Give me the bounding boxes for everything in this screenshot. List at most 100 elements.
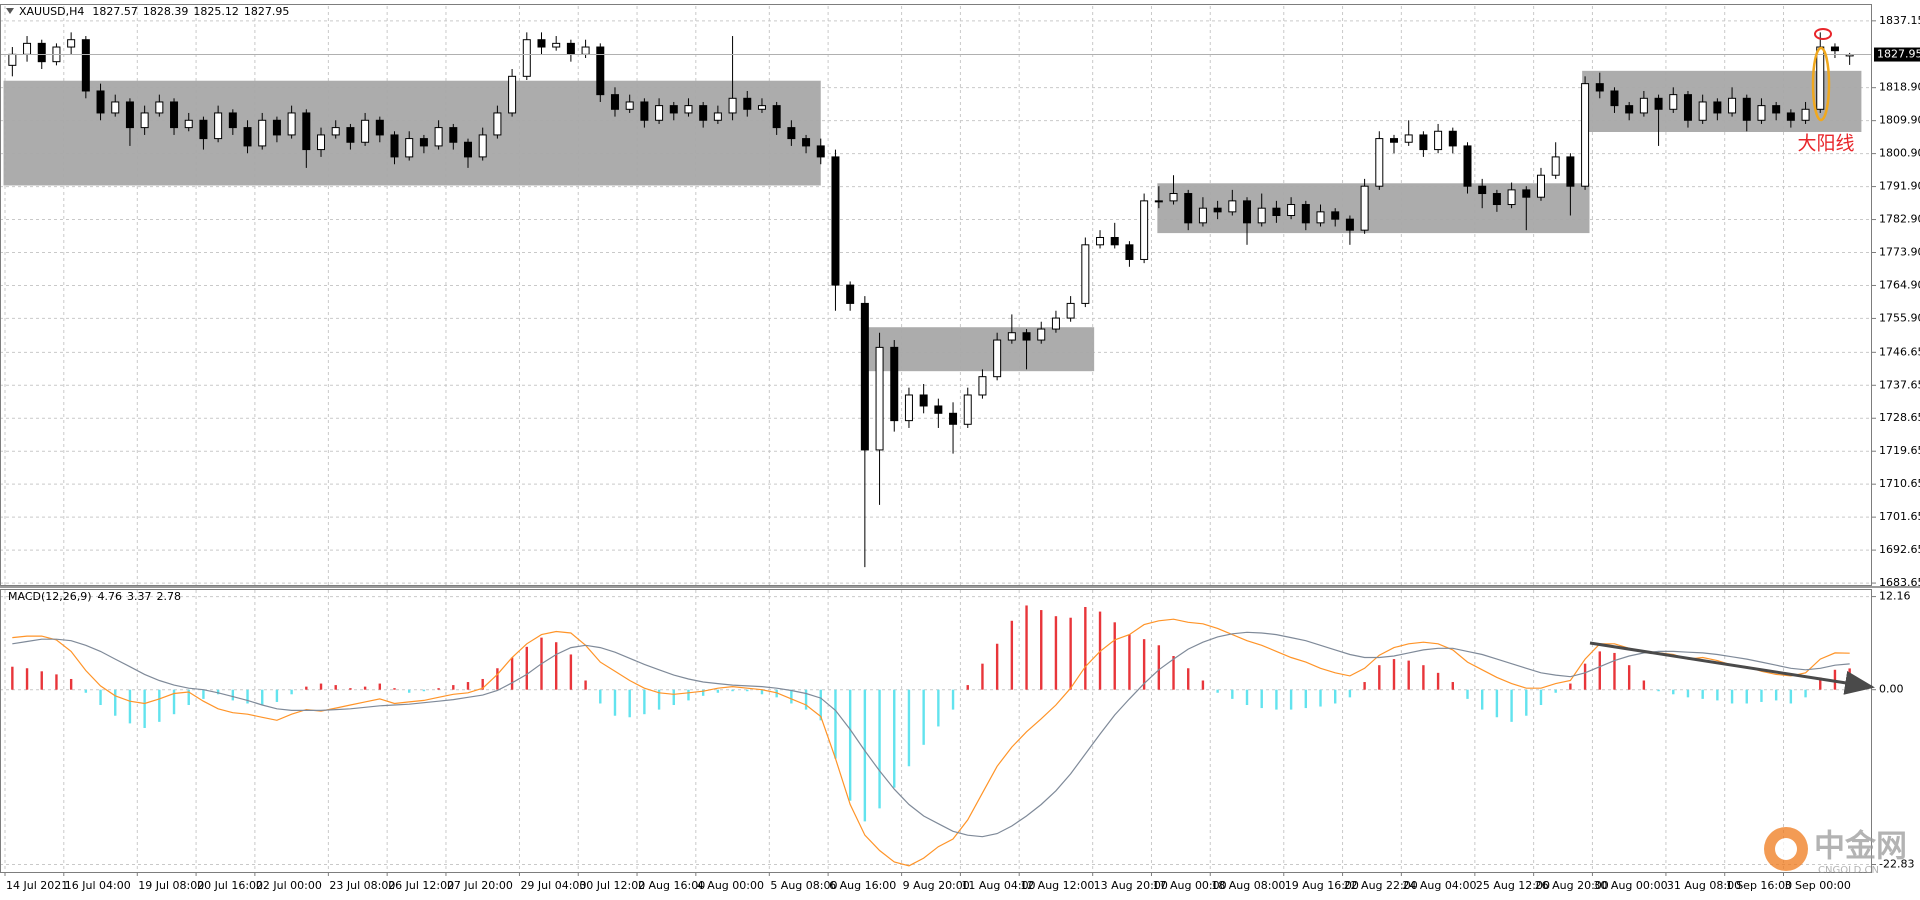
candle-body: [1786, 112, 1795, 121]
candle-body: [96, 90, 105, 114]
candle-body: [111, 101, 120, 114]
watermark: 中金网 CNGOLD.CN: [1764, 827, 1907, 876]
histogram-bar: [1848, 668, 1851, 690]
candle-body: [272, 119, 281, 136]
candle-body: [317, 134, 326, 151]
candle-body: [1816, 46, 1825, 110]
histogram-bar: [1495, 689, 1499, 718]
histogram-bar: [496, 668, 499, 690]
candle-body: [1434, 130, 1443, 151]
histogram-bar: [1804, 689, 1807, 698]
histogram-bar: [1466, 689, 1469, 699]
histogram-bar: [466, 682, 470, 690]
candle-body: [434, 127, 443, 147]
y-tick-label: 1683.65: [1879, 576, 1920, 589]
candle-body: [757, 105, 766, 110]
symbol-menu-icon[interactable]: [6, 8, 14, 14]
x-tick-label: 6 Aug 16:00: [829, 879, 896, 892]
histogram-bar: [1789, 689, 1793, 704]
histogram-bar: [1231, 689, 1234, 699]
candle-body: [728, 97, 737, 114]
histogram-bar: [69, 678, 73, 690]
candle-body: [1169, 193, 1178, 202]
x-tick-label: 16 Jul 04:00: [65, 879, 131, 892]
candle-body: [1698, 101, 1707, 121]
histogram-bar: [1054, 616, 1058, 690]
histogram-bar: [1554, 689, 1557, 693]
histogram-bar: [319, 683, 323, 690]
histogram-bar: [481, 678, 484, 690]
candle-body: [1081, 244, 1090, 304]
candle-body: [846, 284, 855, 304]
candle-body: [1257, 207, 1266, 224]
histogram-bar: [716, 689, 720, 693]
candle-body: [1757, 105, 1766, 121]
chart-header: XAUUSD,H4 1827.57 1828.39 1825.12 1827.95: [19, 5, 289, 18]
candle-body: [1654, 97, 1663, 110]
x-tick-label: 14 Jul 2021: [6, 879, 68, 892]
histogram-bar: [1363, 682, 1366, 690]
x-tick-label: 4 Aug 00:00: [697, 879, 764, 892]
candle-body: [787, 127, 796, 140]
candle-body: [1140, 200, 1149, 260]
histogram-bar: [99, 689, 102, 706]
histogram-bar: [1451, 682, 1454, 690]
candle-body: [1125, 244, 1134, 260]
histogram-bar: [452, 685, 455, 690]
candle-body: [1154, 200, 1163, 203]
histogram-bar: [1201, 680, 1205, 690]
candle-body: [1110, 236, 1119, 246]
candle-body: [993, 339, 1002, 378]
candle-body: [1625, 105, 1634, 114]
x-tick-label: 3 Sep 00:00: [1785, 879, 1851, 892]
x-tick-label: 5 Aug 08:00: [770, 879, 837, 892]
histogram-bar: [819, 689, 822, 721]
candle-body: [228, 112, 237, 129]
last-low: 1825.12: [193, 5, 239, 18]
histogram-bar: [1275, 689, 1278, 710]
x-tick-label: 29 Jul 04:00: [520, 879, 586, 892]
candle-body: [375, 119, 384, 136]
x-tick-label: 26 Jul 12:00: [388, 879, 454, 892]
histogram-bar: [1672, 689, 1675, 695]
candle-body: [1772, 105, 1781, 114]
candle-body: [1184, 193, 1193, 224]
histogram-bar: [1422, 665, 1425, 690]
x-tick-label: 31 Aug 08:00: [1667, 879, 1741, 892]
candle-body: [566, 42, 575, 55]
candle-body: [287, 112, 296, 136]
histogram-bar: [1113, 622, 1116, 690]
candle-body: [963, 394, 972, 425]
histogram-bar: [422, 689, 426, 692]
y-tick-label: 1837.15: [1879, 14, 1920, 27]
histogram-bar: [1172, 656, 1175, 690]
histogram-bar: [187, 689, 190, 706]
x-tick-label: 12 Aug 12:00: [1020, 879, 1094, 892]
histogram-bar: [393, 688, 396, 690]
candle-body: [1830, 46, 1839, 52]
histogram-bar: [525, 646, 528, 690]
histogram-bar: [1569, 683, 1572, 690]
x-tick-label: 20 Jul 16:00: [197, 879, 263, 892]
candle-body: [1316, 211, 1325, 224]
watermark-name: 中金网: [1814, 829, 1907, 865]
candle-body: [860, 302, 869, 451]
y-tick-label: 1755.90: [1879, 311, 1920, 324]
candle-body: [1669, 94, 1678, 110]
candle-body: [1639, 97, 1648, 114]
histogram-bar: [1686, 689, 1690, 698]
x-tick-label: 17 Aug 00:00: [1152, 879, 1226, 892]
candle-body: [802, 138, 811, 147]
histogram-bar: [1304, 689, 1308, 709]
candle-body: [1287, 204, 1296, 217]
histogram-bar: [84, 689, 88, 693]
histogram-bar: [1348, 689, 1352, 698]
candle-body: [1066, 302, 1075, 319]
candle-body: [1683, 94, 1692, 121]
candle-body: [655, 105, 664, 121]
x-tick-label: 9 Aug 20:00: [903, 879, 970, 892]
candle-body: [1272, 207, 1281, 217]
histogram-bar: [510, 657, 514, 690]
candle-body: [890, 346, 899, 422]
